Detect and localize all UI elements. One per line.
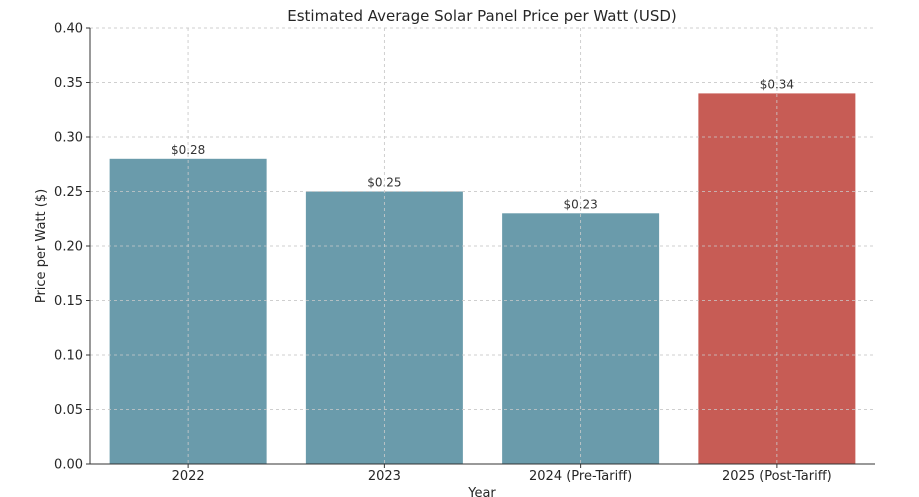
y-tick-label: 0.05	[54, 403, 83, 418]
x-tick-label: 2022	[172, 469, 205, 484]
bar-value-label: $0.25	[367, 176, 401, 190]
bar	[502, 213, 660, 464]
y-tick-label: 0.40	[54, 22, 83, 37]
y-tick-label: 0.10	[54, 349, 83, 364]
x-tick-label: 2024 (Pre-Tariff)	[529, 469, 632, 484]
y-tick-label: 0.35	[54, 76, 83, 91]
y-tick-label: 0.20	[54, 240, 83, 255]
axes-layer: 0.00 0.05 0.10 0.15 0.20 0.25 0.30 0.35 0.40 2022…	[54, 22, 875, 484]
y-tick-label: 0.00	[54, 458, 83, 473]
bars-layer: $0.28$0.25$0.23$0.34	[109, 77, 856, 465]
y-axis-label: Price per Watt ($)	[34, 189, 49, 303]
x-tick-label: 2023	[368, 469, 401, 484]
y-tick-label: 0.25	[54, 185, 83, 200]
x-tick-label: 2025 (Post-Tariff)	[722, 469, 832, 484]
chart-title: Estimated Average Solar Panel Price per …	[287, 7, 677, 25]
y-tick-label: 0.30	[54, 131, 83, 146]
x-axis-label: Year	[467, 486, 496, 497]
y-tick-label: 0.15	[54, 294, 83, 309]
